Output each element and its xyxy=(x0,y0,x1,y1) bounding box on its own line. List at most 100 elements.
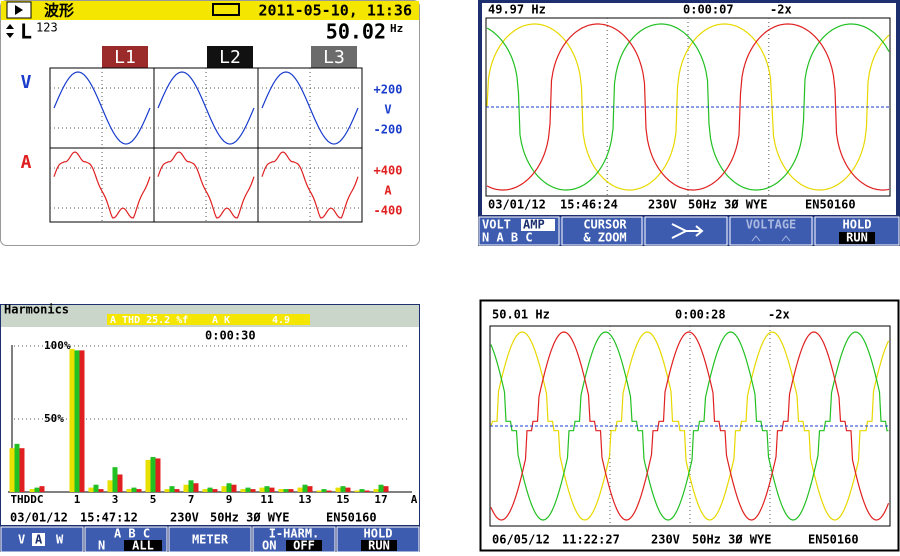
waveform xyxy=(490,331,889,521)
bar xyxy=(174,489,180,492)
waveform xyxy=(53,71,151,145)
waveform xyxy=(490,331,890,521)
button-label: VOLTAGE xyxy=(746,218,797,232)
scale: V xyxy=(384,103,391,117)
bar xyxy=(373,489,379,492)
button-label: W xyxy=(56,533,64,547)
title: Harmonics xyxy=(4,303,69,317)
bar xyxy=(264,486,270,492)
config: 50Hz 3Ø WYE xyxy=(692,533,771,547)
bar xyxy=(340,486,346,492)
waves xyxy=(490,326,890,526)
phase-sup: 123 xyxy=(36,21,58,35)
tab xyxy=(311,46,357,68)
tab xyxy=(207,46,253,68)
bar xyxy=(19,448,25,492)
button-label: A B C xyxy=(114,527,150,541)
button-label: N A B C xyxy=(482,231,533,245)
button[interactable] xyxy=(168,526,252,553)
zoom: -2x xyxy=(770,3,792,17)
waveform xyxy=(261,71,359,145)
x-tick-label: 11 xyxy=(260,493,274,506)
play-icon xyxy=(15,5,23,15)
bar xyxy=(145,459,151,492)
y-tick-label: 50% xyxy=(44,412,64,425)
bar xyxy=(107,480,113,492)
highlight xyxy=(124,540,162,551)
bar xyxy=(297,487,303,492)
x-tick-label: THDDC xyxy=(10,493,43,506)
bar xyxy=(321,489,327,492)
bar xyxy=(69,348,75,492)
frequency: 49.97 Hz xyxy=(488,3,546,17)
bar xyxy=(326,490,332,492)
button-label: I-HARM. xyxy=(269,527,320,541)
button[interactable] xyxy=(729,216,813,246)
bar xyxy=(240,489,246,492)
v-label: V xyxy=(21,72,32,93)
tab-label: L1 xyxy=(114,47,136,68)
x-tick-label: 13 xyxy=(298,493,311,506)
bar xyxy=(383,486,389,492)
button-label: ON xyxy=(262,539,276,553)
bar xyxy=(335,487,341,492)
bar xyxy=(359,489,365,492)
elapsed: 0:00:28 xyxy=(675,308,726,322)
button-label: VOLT xyxy=(482,218,511,232)
button-label: HOLD xyxy=(843,218,872,232)
bar xyxy=(126,489,132,492)
frequency: 50.01 Hz xyxy=(492,308,550,322)
x-tick-label: 15 xyxy=(336,493,349,506)
bar xyxy=(354,490,360,492)
scale: +200 xyxy=(374,83,403,97)
bar xyxy=(136,489,142,492)
waves xyxy=(50,68,362,222)
bar xyxy=(231,484,237,492)
x-tick-label: 9 xyxy=(226,493,233,506)
bar xyxy=(193,483,199,492)
screen xyxy=(482,3,896,215)
time: 15:46:24 xyxy=(560,198,618,212)
highlight xyxy=(839,232,875,244)
button-label: OFF xyxy=(293,539,315,553)
standard: EN50160 xyxy=(805,198,856,212)
bar xyxy=(269,487,275,492)
standard: EN50160 xyxy=(326,511,377,525)
a-label: A xyxy=(21,152,32,173)
bar xyxy=(250,489,256,492)
waveform-panel: 49.97 Hz 0:00:07 -2x 03/01/12 15:46:24 2… xyxy=(478,0,900,246)
thd: A THD 25.2 %f xyxy=(110,315,188,326)
waves xyxy=(486,18,890,196)
button[interactable] xyxy=(561,216,643,246)
x-tick-label: 3 xyxy=(112,493,119,506)
x-tick-label: A xyxy=(411,493,418,506)
bar xyxy=(79,350,85,492)
date: 03/01/12 xyxy=(488,198,546,212)
bar xyxy=(74,350,80,492)
bar xyxy=(183,484,189,492)
bar xyxy=(316,490,322,492)
bar xyxy=(169,486,175,492)
bar xyxy=(202,489,208,492)
button-label: CURSOR xyxy=(583,218,627,232)
bar xyxy=(302,484,308,492)
bar xyxy=(288,489,294,492)
standard: EN50160 xyxy=(808,533,859,547)
config: 50Hz 3Ø WYE xyxy=(688,198,767,212)
bar xyxy=(245,487,251,492)
bar xyxy=(98,489,104,492)
date: 03/01/12 xyxy=(10,511,68,525)
caret-icon xyxy=(751,235,791,242)
highlight xyxy=(521,219,555,231)
thd-bar xyxy=(107,314,310,325)
bar xyxy=(164,489,170,492)
button-label: N xyxy=(98,539,105,553)
datetime: 2011-05-10, 11:36 xyxy=(258,2,412,20)
zoom: -2x xyxy=(768,308,790,322)
y-tick-label: 100% xyxy=(44,339,71,352)
bar xyxy=(29,489,35,492)
bar xyxy=(307,486,313,492)
k-value: 4.9 xyxy=(272,315,290,326)
bar xyxy=(34,487,40,492)
